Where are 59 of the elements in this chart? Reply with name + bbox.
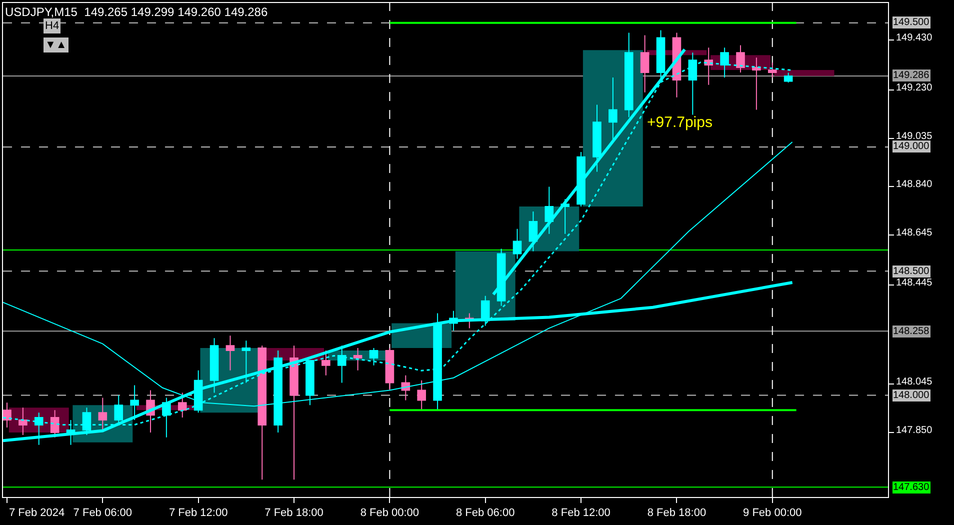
candlestick bbox=[226, 335, 235, 371]
annotation: H4 bbox=[45, 20, 60, 32]
x-tick-label: 9 Feb 00:00 bbox=[743, 507, 802, 520]
candlestick bbox=[528, 211, 538, 252]
candlestick bbox=[50, 410, 60, 438]
candlestick bbox=[736, 44, 745, 74]
candlestick bbox=[544, 186, 554, 234]
ref-line-label: 149.500 bbox=[893, 17, 930, 28]
candlestick bbox=[752, 57, 761, 110]
candlestick bbox=[242, 340, 251, 384]
ref-line-label: 149.286 bbox=[893, 70, 930, 81]
ref-line-label: 149.000 bbox=[893, 141, 930, 152]
candlestick bbox=[640, 34, 650, 93]
annotation: +97.7pips bbox=[647, 114, 712, 131]
ref-line-label: 148.500 bbox=[893, 266, 930, 277]
candlestick bbox=[98, 397, 108, 430]
candlestick bbox=[258, 345, 267, 480]
candlestick bbox=[512, 228, 522, 260]
candlestick bbox=[576, 151, 586, 208]
x-tick-label: 7 Feb 12:00 bbox=[168, 507, 228, 520]
candlestick bbox=[592, 104, 602, 172]
x-tick-label: 8 Feb 12:00 bbox=[552, 507, 610, 520]
x-tick-label: 8 Feb 00:00 bbox=[360, 507, 420, 520]
candlestick bbox=[178, 392, 187, 418]
candlestick bbox=[130, 384, 139, 421]
y-tick-label: 148.045 bbox=[896, 376, 933, 388]
candlestick bbox=[385, 348, 394, 391]
x-tick-label: 8 Feb 18:00 bbox=[647, 507, 706, 520]
candlestick bbox=[290, 345, 298, 480]
bar bbox=[774, 70, 834, 76]
candlestick bbox=[369, 348, 378, 366]
candlestick bbox=[322, 350, 330, 376]
candlestick bbox=[560, 198, 570, 234]
candlestick bbox=[401, 374, 410, 401]
candlestick bbox=[417, 380, 426, 411]
candlestick bbox=[210, 338, 219, 394]
ref-line-label: 147.630 bbox=[893, 482, 930, 493]
candlestick bbox=[784, 72, 793, 83]
annotation: ▼▲ bbox=[45, 39, 67, 51]
y-tick-label: 147.850 bbox=[896, 424, 933, 436]
candlestick bbox=[3, 402, 12, 428]
y-tick-label: 149.430 bbox=[896, 32, 933, 44]
candlestick bbox=[704, 47, 714, 86]
y-tick-label: 148.645 bbox=[896, 228, 933, 239]
candlestick bbox=[353, 348, 362, 371]
x-tick-label: 7 Feb 18:00 bbox=[264, 507, 324, 520]
x-tick-label: 8 Feb 06:00 bbox=[456, 507, 515, 520]
y-tick-label: 149.230 bbox=[896, 82, 933, 94]
ref-line-label: 148.000 bbox=[893, 390, 930, 401]
x-tick-label: 7 Feb 2024 bbox=[9, 507, 65, 519]
candlestick bbox=[18, 407, 28, 436]
y-tick-label: 149.035 bbox=[896, 130, 933, 142]
candlestick bbox=[768, 62, 777, 78]
ref-line-label: 148.258 bbox=[893, 326, 930, 337]
chart-title: USDJPY,M15 149.265 149.299 149.260 149.286 bbox=[5, 5, 268, 19]
candlestick bbox=[337, 345, 346, 384]
y-tick-label: 148.840 bbox=[896, 179, 933, 190]
x-tick-label: 7 Feb 06:00 bbox=[73, 507, 132, 520]
y-tick-label: 148.445 bbox=[896, 277, 933, 288]
